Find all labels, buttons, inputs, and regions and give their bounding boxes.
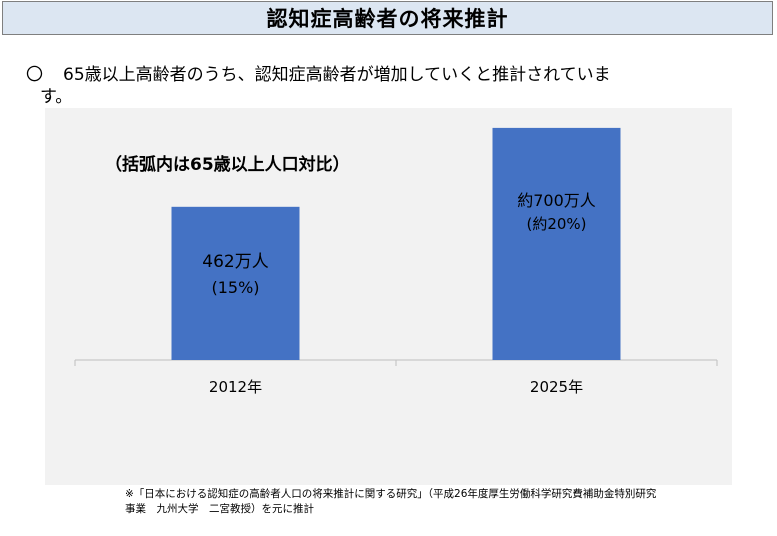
chart-title: （括弧内は65歳以上人口対比） (105, 154, 350, 175)
bar (171, 206, 300, 360)
bar-value-label: 462万人 (202, 252, 268, 272)
source-footnote: ※「日本における認知症の高齢者人口の将来推計に関する研究」（平成26年度厚生労働… (125, 487, 755, 517)
x-tick-label: 2012年 (209, 378, 262, 396)
bar-value-label: 約700万人 (517, 191, 596, 210)
summary-line-1: 65歳以上高齢者のうち、認知症高齢者が増加していくと推計されていま (63, 65, 611, 85)
chart-area: （括弧内は65歳以上人口対比） 462万人 (15%) 2012年 約700万人 (約2… (45, 108, 732, 485)
footnote-line-2: 事業 九州大学 二宮教授）を元に推計 (125, 503, 314, 515)
x-tick-label: 2025年 (530, 378, 583, 396)
footnote-line-1: ※「日本における認知症の高齢者人口の将来推計に関する研究」（平成26年度厚生労働… (125, 488, 657, 500)
page-title-bar: 認知症高齢者の将来推計 (2, 1, 773, 35)
summary-statement: 〇 65歳以上高齢者のうち、認知症高齢者が増加していくと推計されていま す。 (26, 64, 746, 108)
bar-chart: （括弧内は65歳以上人口対比） 462万人 (15%) 2012年 約700万人 (約2… (74, 127, 718, 396)
summary-line-2: す。 (40, 87, 73, 107)
bar-ratio-label: (約20%) (526, 215, 586, 233)
bar (492, 127, 621, 360)
bullet-circle-icon: 〇 (26, 65, 43, 85)
bar-ratio-label: (15%) (211, 278, 259, 297)
page-title: 認知症高齢者の将来推計 (266, 7, 509, 31)
